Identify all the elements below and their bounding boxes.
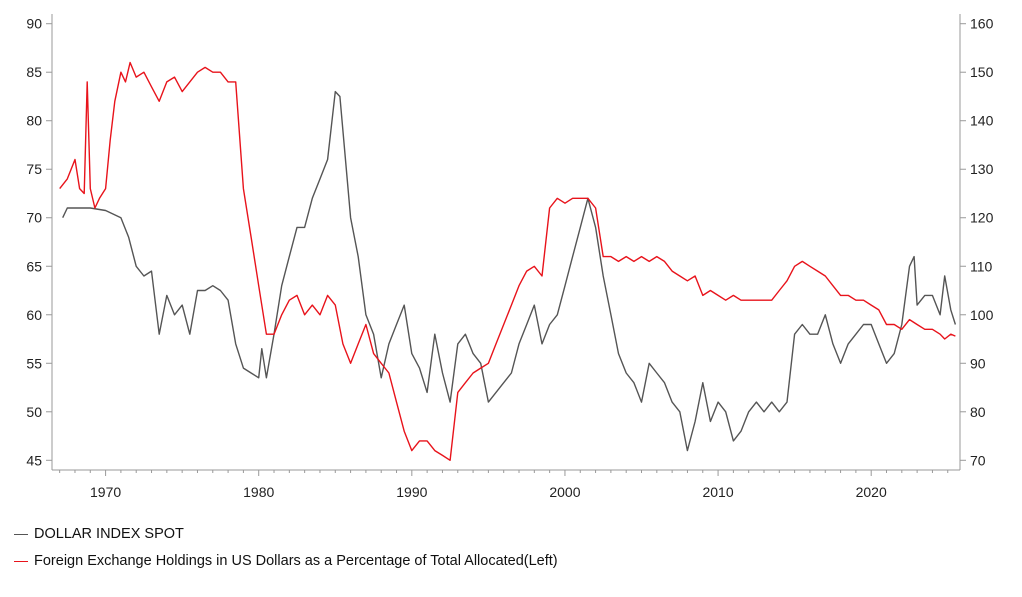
- legend-item-dollar-index: DOLLAR INDEX SPOT: [14, 524, 1014, 544]
- right-tick-label: 90: [970, 355, 986, 371]
- x-tick-label: 2020: [856, 484, 887, 500]
- left-tick-label: 90: [26, 16, 42, 32]
- left-tick-label: 45: [26, 452, 42, 468]
- x-tick-label: 2010: [702, 484, 733, 500]
- x-tick-label: 1990: [396, 484, 427, 500]
- left-tick-label: 65: [26, 258, 42, 274]
- x-tick-label: 1980: [243, 484, 274, 500]
- left-tick-label: 60: [26, 307, 42, 323]
- left-tick-label: 70: [26, 210, 42, 226]
- legend-label-dollar-index: DOLLAR INDEX SPOT: [34, 526, 184, 542]
- right-tick-label: 130: [970, 161, 994, 177]
- legend-item-fx-holdings: Foreign Exchange Holdings in US Dollars …: [14, 551, 1014, 571]
- left-tick-label: 50: [26, 404, 42, 420]
- left-tick-label: 85: [26, 64, 42, 80]
- left-tick-label: 80: [26, 113, 42, 129]
- line-chart: 45 50 55 60 65 70 75 80 85 90 70 80 90 100 110 120 130 14…: [26, 14, 994, 500]
- legend-swatch-dollar-index: [14, 533, 28, 535]
- legend-swatch-fx-holdings: [14, 560, 28, 562]
- right-tick-label: 120: [970, 210, 994, 226]
- right-tick-label: 160: [970, 16, 994, 32]
- series-line-dollar-index: [62, 90, 957, 452]
- legend-label-fx-holdings: Foreign Exchange Holdings in US Dollars …: [34, 553, 558, 569]
- right-tick-label: 140: [970, 113, 994, 129]
- x-tick-label: 1970: [90, 484, 121, 500]
- right-tick-label: 100: [970, 307, 994, 323]
- right-tick-label: 80: [970, 404, 986, 420]
- left-tick-label: 55: [26, 355, 42, 371]
- tick-labels: 45 50 55 60 65 70 75 80 85 90 70 80 90 100 110 120 130 14…: [26, 16, 993, 500]
- right-tick-label: 150: [970, 64, 994, 80]
- right-tick-label: 110: [970, 258, 993, 274]
- series-layer: [59, 61, 957, 461]
- series-line-fx-holdings: [59, 61, 956, 461]
- left-tick-label: 75: [26, 161, 42, 177]
- right-tick-label: 70: [970, 452, 986, 468]
- x-tick-label: 2000: [549, 484, 580, 500]
- chart-axes: [46, 14, 966, 476]
